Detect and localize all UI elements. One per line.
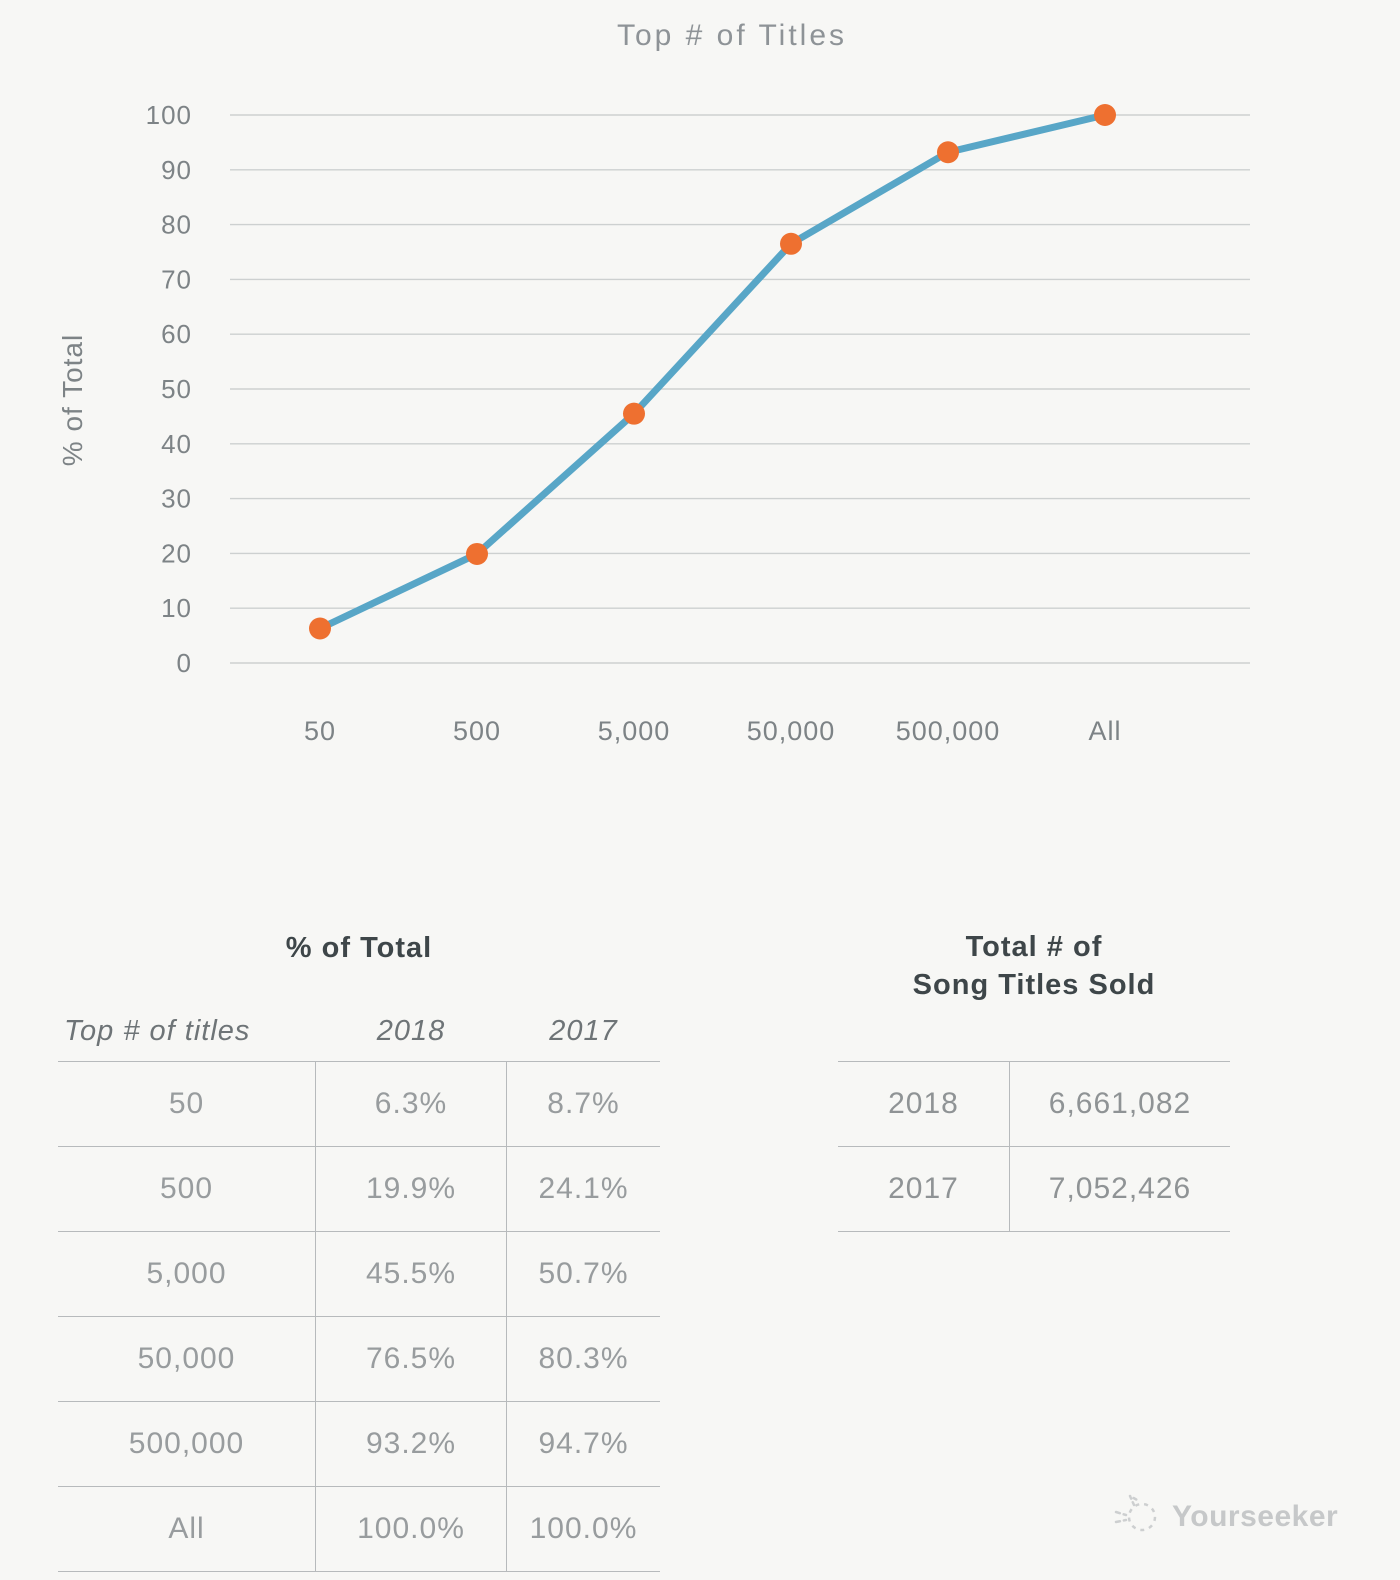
y-tick-label: 80 (161, 210, 192, 240)
y-tick-label: 0 (177, 648, 192, 678)
totals-table-title-line2: Song Titles Sold (912, 969, 1156, 1001)
percent-table-title: % of Total (285, 932, 433, 964)
line-chart: 0 10 20 30 40 50 60 70 80 90 100 50 500 5,000 50,000 50… (57, 19, 1250, 746)
x-tick-label: 50,000 (747, 716, 836, 746)
y-tick-label: 50 (161, 374, 192, 404)
column-header-2017: 2017 (549, 1015, 618, 1047)
x-tick-label: All (1088, 716, 1121, 746)
chart-title: Top # of Titles (617, 19, 847, 52)
percent-table-row: 50 6.3% 8.7% (58, 1062, 660, 1147)
percent-table-row: All 100.0% 100.0% (58, 1487, 660, 1572)
table-cell: 80.3% (538, 1342, 629, 1375)
table-cell: 6,661,082 (1009, 1062, 1230, 1146)
totals-table-title: Total # of Song Titles Sold (838, 928, 1230, 1004)
table-cell: 45.5% (315, 1232, 507, 1316)
data-point (623, 402, 645, 425)
data-point (937, 141, 959, 164)
percent-table-header: Top # of titles 2018 2017 (58, 1002, 660, 1062)
data-point (466, 542, 488, 565)
y-tick-label: 20 (161, 538, 192, 568)
table-cell: All (168, 1512, 205, 1545)
y-tick-label: 60 (161, 319, 192, 349)
y-tick-label: 70 (161, 264, 192, 294)
table-cell: 500,000 (128, 1427, 245, 1460)
y-axis-title: % of Total (57, 334, 88, 466)
table-cell: 50,000 (137, 1342, 236, 1375)
percent-table-body: 50 6.3% 8.7% 500 19.9% 24.1% 5,000 45.5% 50.7% 50… (58, 1062, 660, 1572)
x-tick-label: 50 (304, 716, 336, 746)
y-tick-label: 90 (161, 155, 192, 185)
totals-table-row: 2018 6,661,082 (838, 1062, 1230, 1147)
percent-table-row: 5,000 45.5% 50.7% (58, 1232, 660, 1317)
table-cell: 76.5% (315, 1317, 507, 1401)
table-cell: 94.7% (538, 1427, 629, 1460)
table-cell: 100.0% (315, 1487, 507, 1571)
table-cell: 8.7% (547, 1087, 620, 1120)
y-tick-label: 100 (146, 100, 192, 130)
table-cell: 5,000 (146, 1257, 227, 1290)
watermark: Yourseeker (1112, 1492, 1338, 1541)
table-cell: 7,052,426 (1009, 1147, 1230, 1231)
watermark-text: Yourseeker (1172, 1499, 1339, 1533)
table-cell: 93.2% (315, 1402, 507, 1486)
table-cell: 100.0% (529, 1512, 638, 1545)
x-tick-label: 5,000 (598, 716, 671, 746)
x-tick-label: 500,000 (896, 716, 1001, 746)
percent-table-row: 500,000 93.2% 94.7% (58, 1402, 660, 1487)
table-cell: 2018 (888, 1087, 959, 1120)
data-point (1094, 104, 1116, 126)
table-cell: 50.7% (538, 1257, 629, 1290)
table-cell: 50 (168, 1087, 205, 1120)
column-header-top-titles: Top # of titles (64, 1015, 251, 1047)
y-tick-label: 30 (161, 484, 192, 514)
data-point (309, 617, 331, 640)
table-cell: 19.9% (315, 1147, 507, 1231)
table-cell: 500 (159, 1172, 214, 1205)
y-tick-label: 40 (161, 429, 192, 459)
x-tick-label: 500 (453, 716, 501, 746)
data-line-2018 (316, 111, 1109, 632)
totals-table-title-line1: Total # of (965, 931, 1103, 963)
totals-table-row: 2017 7,052,426 (838, 1147, 1230, 1232)
percent-table-row: 50,000 76.5% 80.3% (58, 1317, 660, 1402)
y-tick-label: 10 (161, 593, 192, 623)
table-cell: 2017 (888, 1172, 959, 1205)
data-point (780, 232, 802, 255)
table-cell: 6.3% (315, 1062, 507, 1146)
cat-doodle-icon (1112, 1492, 1164, 1541)
table-cell: 24.1% (538, 1172, 629, 1205)
column-header-2018: 2018 (376, 1015, 446, 1047)
totals-table-body: 2018 6,661,082 2017 7,052,426 (838, 1061, 1230, 1232)
percent-table-row: 500 19.9% 24.1% (58, 1147, 660, 1232)
